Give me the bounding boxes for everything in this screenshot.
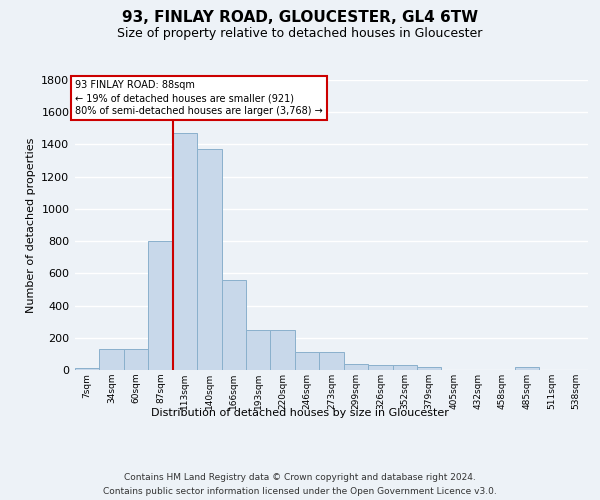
- Bar: [344, 364, 368, 370]
- Bar: [319, 352, 344, 370]
- Text: 93, FINLAY ROAD, GLOUCESTER, GL4 6TW: 93, FINLAY ROAD, GLOUCESTER, GL4 6TW: [122, 10, 478, 25]
- Text: Distribution of detached houses by size in Gloucester: Distribution of detached houses by size …: [151, 408, 449, 418]
- Bar: [173, 133, 197, 370]
- Bar: [368, 365, 392, 370]
- Bar: [148, 241, 173, 370]
- Bar: [100, 349, 124, 370]
- Bar: [221, 280, 246, 370]
- Y-axis label: Number of detached properties: Number of detached properties: [26, 138, 36, 312]
- Text: Contains public sector information licensed under the Open Government Licence v3: Contains public sector information licen…: [103, 488, 497, 496]
- Bar: [75, 368, 100, 370]
- Text: Contains HM Land Registry data © Crown copyright and database right 2024.: Contains HM Land Registry data © Crown c…: [124, 472, 476, 482]
- Text: 93 FINLAY ROAD: 88sqm
← 19% of detached houses are smaller (921)
80% of semi-det: 93 FINLAY ROAD: 88sqm ← 19% of detached …: [75, 80, 323, 116]
- Bar: [417, 367, 442, 370]
- Text: Size of property relative to detached houses in Gloucester: Size of property relative to detached ho…: [118, 28, 482, 40]
- Bar: [246, 330, 271, 370]
- Bar: [392, 365, 417, 370]
- Bar: [295, 352, 319, 370]
- Bar: [271, 330, 295, 370]
- Bar: [197, 150, 221, 370]
- Bar: [124, 349, 148, 370]
- Bar: [515, 367, 539, 370]
